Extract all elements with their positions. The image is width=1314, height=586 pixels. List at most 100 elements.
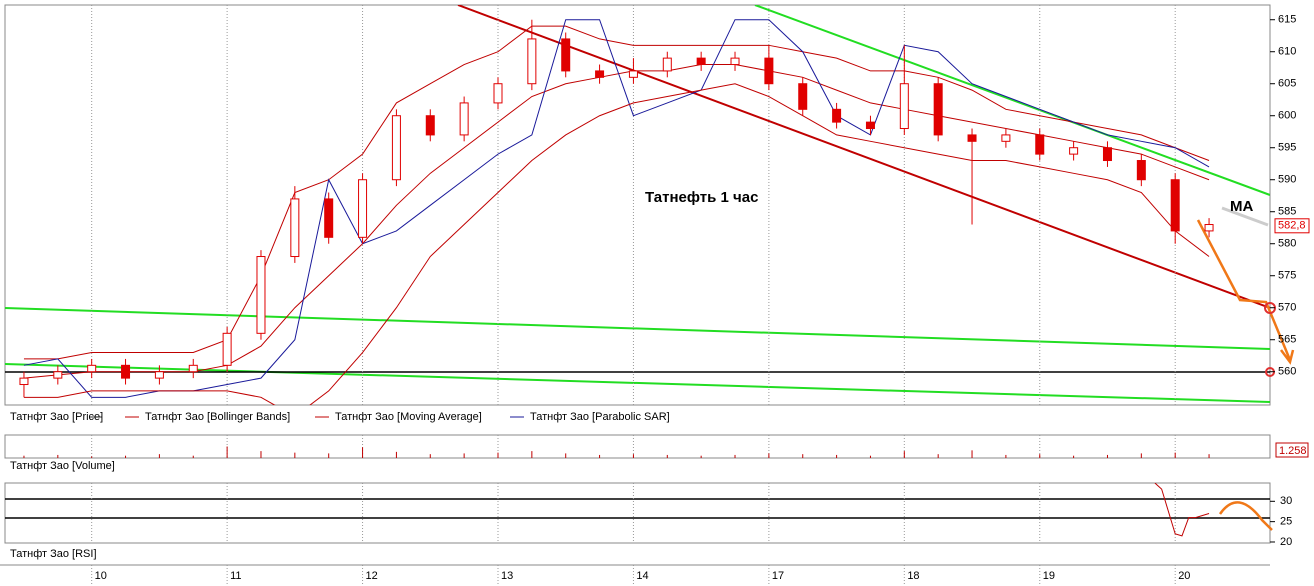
candle-body [391,115,401,181]
volume-bar [599,454,601,458]
candle-body [222,332,232,366]
volume-bar [91,456,93,458]
candle-body [865,121,875,130]
candle-body [527,38,537,85]
candle-body [628,70,638,78]
overlay-line [23,19,1210,398]
volume-bar [429,454,431,458]
candle-body [696,57,706,66]
candle-body [1170,179,1180,232]
volume-bar [1005,454,1007,458]
candle-body [358,179,368,238]
volume-bar [531,451,533,458]
legend-label: Татнфт Зао [Price] [10,411,103,423]
candle-body [933,83,943,136]
y-tick-label: 585 [1278,206,1296,218]
y-tick-label: 595 [1278,142,1296,154]
x-tick-label: 18 [907,570,919,582]
candle-body [1102,147,1112,162]
volume-bar [1140,453,1142,458]
volume-bar [158,454,160,458]
x-tick-label: 12 [366,570,378,582]
volume-bar [565,453,567,458]
channel-line [5,363,1270,403]
last-price-label: 582,8 [1278,220,1306,232]
x-tick-label: 11 [230,570,241,582]
volume-bar [869,455,871,458]
candle-body [19,377,29,386]
forecast-arrow [1218,501,1273,531]
volume-bar [836,454,838,458]
candle-body [798,83,808,110]
volume-bar [700,455,702,458]
candle-body [324,198,334,238]
volume-bar [294,452,296,458]
legend-label: Татнфт Зао [Parabolic SAR] [530,411,670,423]
volume-bar [362,447,364,458]
volume-bar [971,450,973,458]
candle-body [154,371,164,379]
rsi-panel [4,482,1271,544]
legend-label: Татнфт Зао [Bollinger Bands] [145,411,290,423]
volume-bar [328,453,330,458]
last-price-box [1274,218,1310,234]
volume-bar [1039,454,1041,458]
volume-bar [1174,452,1176,458]
candle-body [730,57,740,66]
x-tick-label: 19 [1043,570,1055,582]
y-tick-label: 25 [1280,516,1292,528]
x-tick-label: 14 [636,570,648,582]
candle-body [256,256,266,334]
volume-bar [260,451,262,458]
volume-bar [937,454,939,458]
candle-body [967,134,977,142]
y-tick-label: 30 [1280,495,1292,507]
volume-bar [632,454,634,458]
y-tick-label: 590 [1278,174,1296,186]
y-tick-label: 610 [1278,46,1296,58]
y-tick-label: 575 [1278,270,1296,282]
candle-body [53,371,63,379]
overlay-line [23,64,1210,379]
candle-body [1136,160,1146,181]
volume-bar [226,446,228,458]
overlay-line [23,83,1210,405]
rsi-plot [1154,483,1210,537]
panel-label: Татнфт Зао [Volume] [10,460,115,472]
volume-box [1275,442,1309,458]
volume-bar [768,453,770,458]
volume-bar [395,451,397,458]
volume-bar [192,455,194,458]
channel-line [5,307,1270,350]
volume-bar [734,454,736,458]
price-plot [19,19,1214,405]
candle-body [561,38,571,72]
channel-line [754,5,1270,196]
candle-body [1204,224,1214,232]
volume-bar [1208,454,1210,458]
overlay-line [23,25,1210,360]
trend-line [457,5,1270,309]
candle-body [764,57,774,85]
candle-body [87,364,97,373]
candle-body [662,57,672,72]
y-tick-label: 20 [1280,536,1292,548]
candle-body [1035,134,1045,155]
forecast-arrow [1196,219,1295,365]
x-tick-label: 10 [95,570,107,582]
y-tick-label: 605 [1278,78,1296,90]
x-tick-label: 13 [501,570,513,582]
volume-bar [497,452,499,458]
volume-last: 1.258 [1279,445,1307,457]
y-tick-label: 570 [1278,302,1296,314]
price-panel [4,4,1271,406]
candle-body [459,102,469,136]
volume-bar [1106,454,1108,458]
y-tick-label: 615 [1278,14,1296,26]
volume-bar [125,455,127,458]
volume-bar [903,451,905,458]
candle-body [1069,147,1079,155]
legend-label: Татнфт Зао [Moving Average] [335,411,482,423]
trend-lines [5,5,1270,403]
